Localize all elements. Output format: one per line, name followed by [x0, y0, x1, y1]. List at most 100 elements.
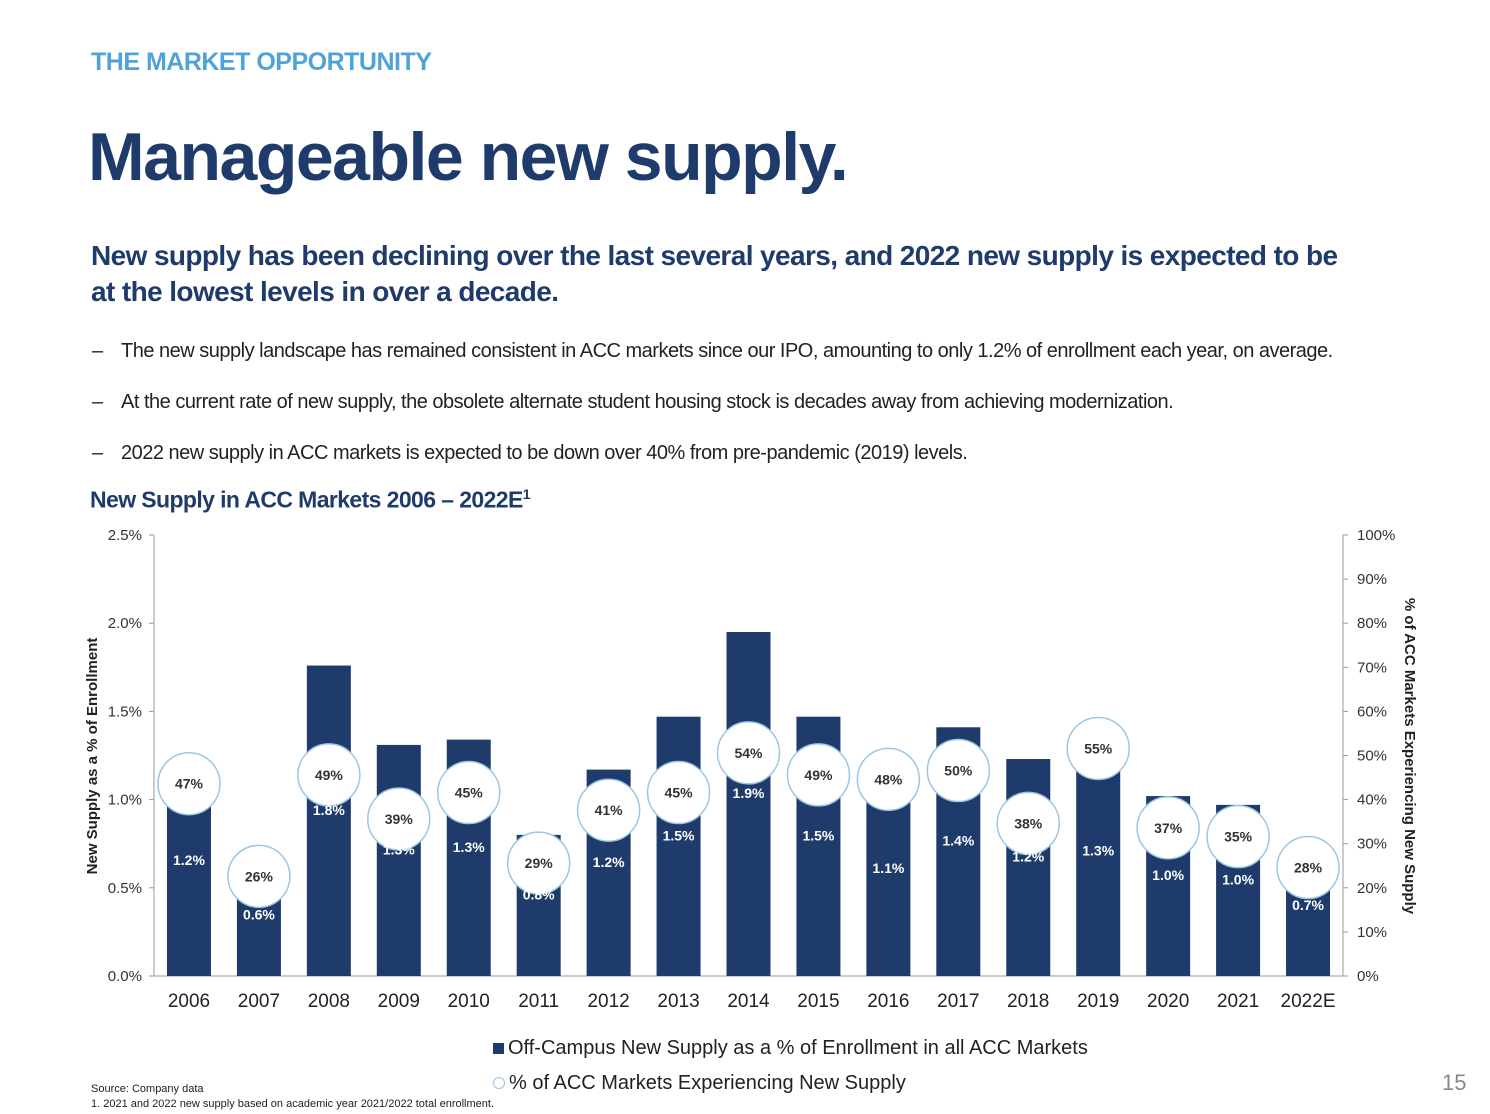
- x-tick-label: 2017: [937, 991, 979, 1012]
- x-tick-label: 2010: [448, 991, 490, 1012]
- bar: [306, 665, 351, 976]
- y2-tick-label: 100%: [1357, 527, 1395, 544]
- footnotes: Source: Company data 1. 2021 and 2022 ne…: [91, 1082, 494, 1112]
- bullet-item: – The new supply landscape has remained c…: [92, 334, 1333, 385]
- bullet-marker: –: [92, 442, 103, 464]
- bar: [656, 716, 701, 976]
- x-tick-label: 2013: [657, 991, 699, 1012]
- y2-tick-label: 70%: [1357, 659, 1387, 676]
- market-percent-label: 38%: [1014, 815, 1043, 831]
- x-tick-label: 2014: [727, 991, 770, 1012]
- bar-value-label: 1.3%: [383, 841, 415, 857]
- market-percent-circle: [367, 787, 431, 851]
- market-percent-label: 26%: [245, 868, 274, 884]
- x-tick-label: 2021: [1217, 991, 1259, 1012]
- market-percent-circle: [157, 751, 221, 816]
- x-tick-label: 2016: [867, 991, 909, 1012]
- bullet-list: – The new supply landscape has remained c…: [92, 334, 1333, 487]
- market-percent-label: 35%: [1224, 829, 1253, 845]
- market-percent-circle: [996, 791, 1061, 856]
- market-percent-label: 47%: [175, 776, 204, 792]
- legend-circle-icon: [493, 1077, 505, 1089]
- chart-title-footnote: 1: [522, 486, 531, 502]
- market-percent-circle: [1136, 796, 1200, 860]
- bar: [726, 632, 771, 976]
- y-tick-label: 2.5%: [108, 527, 142, 544]
- bullet-marker: –: [92, 391, 103, 413]
- y-tick-label: 1.0%: [108, 792, 142, 809]
- legend-label-circles: % of ACC Markets Experiencing New Supply: [509, 1072, 906, 1094]
- market-percent-label: 28%: [1294, 860, 1323, 876]
- x-tick-label: 2007: [238, 991, 280, 1012]
- x-tick-label: 2011: [518, 991, 559, 1012]
- x-tick-label: 2018: [1007, 991, 1049, 1012]
- bar: [1076, 746, 1121, 976]
- bar-value-label: 0.6%: [243, 907, 275, 923]
- y2-tick-label: 30%: [1357, 836, 1387, 853]
- footnote-1: 1. 2021 and 2022 new supply based on aca…: [91, 1098, 495, 1110]
- bar-value-label: 1.8%: [313, 802, 345, 818]
- market-percent-circle: [856, 747, 921, 812]
- market-percent-circle: [1206, 804, 1270, 869]
- market-percent-circle: [297, 743, 361, 807]
- market-percent-circle: [576, 778, 641, 842]
- y2-tick-label: 90%: [1357, 571, 1387, 588]
- page-subtitle: New supply has been declining over the l…: [91, 240, 1338, 307]
- page-number: 15: [1442, 1070, 1467, 1095]
- bar-value-label: 1.1%: [872, 860, 904, 876]
- bar-value-label: 1.3%: [453, 839, 485, 855]
- x-tick-label: 2006: [168, 991, 210, 1012]
- bar-value-label: 0.8%: [523, 886, 555, 902]
- market-percent-label: 49%: [315, 767, 344, 783]
- market-percent-label: 39%: [385, 811, 414, 827]
- y2-tick-label: 10%: [1357, 924, 1387, 941]
- bar: [1006, 759, 1051, 976]
- y-tick-label: 0.0%: [108, 968, 142, 985]
- legend-item-bars: Off-Campus New Supply as a % of Enrollme…: [493, 1036, 1088, 1071]
- y-tick-label: 2.0%: [108, 615, 142, 632]
- bar-value-label: 1.5%: [802, 827, 834, 843]
- y2-axis-title: % of ACC Markets Experiencing New Supply: [1401, 598, 1418, 915]
- market-percent-label: 50%: [944, 763, 973, 779]
- x-tick-label: 2008: [308, 991, 350, 1012]
- market-percent-label: 49%: [804, 767, 833, 783]
- market-percent-circle: [436, 760, 501, 825]
- chart-legend: Off-Campus New Supply as a % of Enrollme…: [493, 1036, 1088, 1106]
- page-title: Manageable new supply.: [88, 119, 849, 195]
- bar-value-label: 1.3%: [1082, 842, 1114, 858]
- y-axis-title: New Supply as a % of Enrollment: [84, 638, 101, 875]
- bar-value-label: 1.0%: [1222, 871, 1254, 887]
- bar-value-label: 0.7%: [1292, 897, 1324, 913]
- bar-value-label: 1.0%: [1152, 867, 1184, 883]
- x-tick-label: 2012: [587, 991, 629, 1012]
- market-percent-circle: [1066, 716, 1130, 781]
- chart-title: New Supply in ACC Markets 2006 – 2022E1: [90, 486, 531, 514]
- market-percent-label: 29%: [525, 855, 554, 871]
- legend-item-circles: % of ACC Markets Experiencing New Supply: [493, 1071, 1088, 1106]
- y-tick-label: 0.5%: [108, 880, 142, 897]
- market-percent-circle: [506, 831, 571, 895]
- market-percent-circle: [926, 738, 991, 803]
- bar-value-label: 1.2%: [593, 854, 625, 870]
- market-percent-label: 54%: [734, 745, 763, 761]
- bar-value-label: 1.9%: [733, 785, 765, 801]
- bullet-item: –2022 new supply in ACC markets is expec…: [92, 436, 1333, 487]
- bullet-text: 2022 new supply in ACC markets is expect…: [121, 442, 968, 464]
- bar: [866, 781, 911, 976]
- y2-tick-label: 20%: [1357, 880, 1387, 897]
- market-percent-label: 45%: [665, 785, 694, 801]
- market-percent-circle: [1276, 835, 1340, 900]
- x-tick-label: 2009: [378, 991, 420, 1012]
- x-tick-label: 2022E: [1281, 991, 1336, 1012]
- market-percent-circle: [716, 721, 781, 785]
- bar: [376, 744, 421, 976]
- market-percent-label: 45%: [455, 785, 484, 801]
- bar-value-label: 1.5%: [663, 827, 695, 843]
- y-tick-label: 1.5%: [108, 703, 142, 720]
- x-tick-label: 2020: [1147, 991, 1189, 1012]
- x-tick-label: 2015: [797, 991, 839, 1012]
- y2-tick-label: 0%: [1357, 968, 1379, 985]
- y2-tick-label: 50%: [1357, 748, 1387, 765]
- market-percent-label: 55%: [1084, 740, 1113, 756]
